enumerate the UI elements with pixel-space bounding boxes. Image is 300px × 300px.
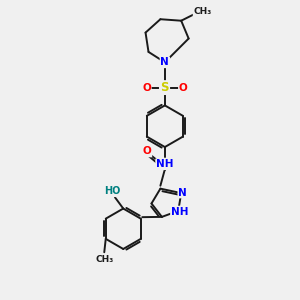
Text: N: N — [178, 188, 187, 197]
Text: CH₃: CH₃ — [95, 255, 113, 264]
Text: NH: NH — [156, 159, 174, 169]
Text: O: O — [143, 146, 152, 157]
Text: O: O — [142, 82, 151, 93]
Text: N: N — [160, 57, 169, 67]
Text: HO: HO — [104, 186, 120, 196]
Text: O: O — [179, 82, 188, 93]
Text: NH: NH — [171, 206, 188, 217]
Text: CH₃: CH₃ — [194, 7, 212, 16]
Text: S: S — [160, 81, 169, 94]
